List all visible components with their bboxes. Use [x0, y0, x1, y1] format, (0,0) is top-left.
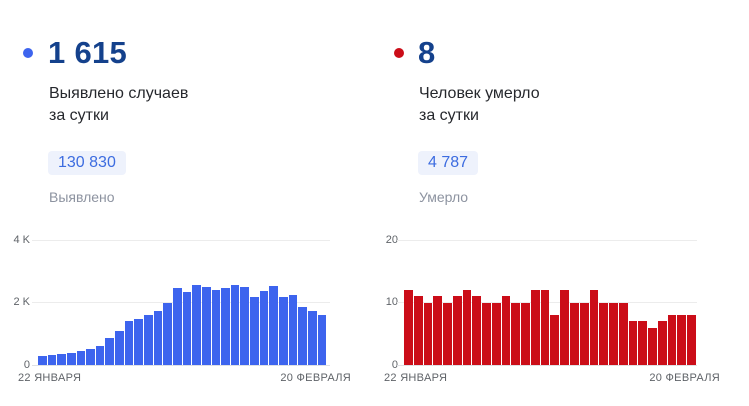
chart-bar[interactable] — [491, 302, 501, 365]
chart-bar[interactable] — [240, 286, 250, 365]
chart-bar[interactable] — [677, 315, 687, 365]
deaths-bars — [404, 240, 696, 365]
chart-bar[interactable] — [221, 288, 230, 365]
chart-bar[interactable] — [66, 352, 76, 365]
chart-bar[interactable] — [288, 295, 298, 365]
chart-bar[interactable] — [540, 290, 550, 365]
cases-xlabel-start: 22 ЯНВАРЯ — [18, 372, 82, 384]
deaths-ytick-mid: 10 — [385, 296, 398, 308]
cases-ytick-mid: 2 K — [13, 296, 30, 308]
cases-ytick-zero: 0 — [23, 359, 30, 371]
chart-bar[interactable] — [211, 290, 221, 365]
chart-bar[interactable] — [182, 291, 192, 365]
chart-bar[interactable] — [298, 306, 307, 365]
deaths-daily-label: Человек умерло за сутки — [419, 85, 540, 124]
deaths-chart: 20 10 0 22 ЯНВАРЯ 20 ФЕВРАЛЯ — [376, 234, 720, 385]
cases-total-label: Выявлено — [49, 189, 115, 205]
cases-daily-value: 1 615 — [48, 35, 128, 70]
cases-total-badge: 130 830 — [48, 151, 126, 175]
cases-dot-icon — [23, 48, 33, 58]
chart-bar[interactable] — [230, 284, 240, 365]
deaths-daily-value: 8 — [418, 35, 436, 70]
chart-bar[interactable] — [144, 315, 153, 365]
chart-bar[interactable] — [404, 290, 413, 365]
chart-bar[interactable] — [638, 321, 648, 365]
deaths-axis-baseline — [397, 365, 697, 366]
cases-chart: 4 K 2 K 0 22 ЯНВАРЯ 20 ФЕВРАЛЯ — [8, 234, 351, 385]
cases-xlabel-end: 20 ФЕВРАЛЯ — [280, 372, 351, 384]
chart-bar[interactable] — [482, 302, 491, 365]
chart-bar[interactable] — [687, 315, 696, 365]
chart-bar[interactable] — [599, 302, 609, 365]
deaths-total-label: Умерло — [419, 189, 469, 205]
chart-bar[interactable] — [86, 349, 95, 365]
deaths-gridline-top — [397, 240, 697, 241]
chart-bar[interactable] — [413, 296, 423, 365]
cases-ytick-max: 4 K — [13, 234, 30, 246]
chart-bar[interactable] — [628, 321, 638, 365]
chart-bar[interactable] — [279, 296, 288, 365]
chart-bar[interactable] — [124, 321, 134, 365]
chart-bar[interactable] — [443, 302, 452, 365]
chart-bar[interactable] — [550, 315, 560, 365]
chart-bar[interactable] — [47, 355, 57, 365]
chart-bar[interactable] — [115, 331, 124, 365]
chart-bar[interactable] — [560, 290, 570, 365]
chart-bar[interactable] — [570, 302, 579, 365]
chart-bar[interactable] — [452, 296, 462, 365]
chart-bar[interactable] — [250, 296, 259, 365]
chart-bar[interactable] — [667, 315, 677, 365]
chart-bar[interactable] — [472, 296, 482, 365]
chart-bar[interactable] — [105, 338, 115, 365]
cases-axis-baseline — [32, 365, 330, 366]
deaths-ytick-max: 20 — [385, 234, 398, 246]
cases-bars — [38, 240, 327, 365]
chart-bar[interactable] — [153, 311, 163, 365]
chart-bar[interactable] — [269, 285, 279, 365]
chart-bar[interactable] — [192, 284, 201, 365]
chart-bar[interactable] — [579, 302, 589, 365]
chart-bar[interactable] — [317, 314, 327, 365]
deaths-dot-icon — [394, 48, 404, 58]
chart-bar[interactable] — [95, 346, 105, 365]
chart-bar[interactable] — [423, 302, 433, 365]
chart-bar[interactable] — [172, 288, 182, 365]
chart-bar[interactable] — [589, 290, 599, 365]
chart-bar[interactable] — [57, 353, 66, 365]
chart-bar[interactable] — [511, 302, 521, 365]
chart-bar[interactable] — [530, 290, 540, 365]
chart-bar[interactable] — [76, 351, 86, 365]
chart-bar[interactable] — [618, 302, 628, 365]
chart-bar[interactable] — [38, 356, 47, 365]
chart-bar[interactable] — [501, 296, 511, 365]
chart-bar[interactable] — [163, 302, 172, 365]
chart-bar[interactable] — [259, 291, 269, 365]
deaths-xlabel-start: 22 ЯНВАРЯ — [384, 372, 448, 384]
cases-daily-label: Выявлено случаев за сутки — [49, 85, 189, 124]
deaths-ytick-zero: 0 — [391, 359, 398, 371]
chart-bar[interactable] — [462, 290, 472, 365]
deaths-xlabel-end: 20 ФЕВРАЛЯ — [649, 372, 720, 384]
cases-gridline-top — [32, 240, 330, 241]
chart-bar[interactable] — [521, 302, 530, 365]
deaths-total-badge: 4 787 — [418, 151, 479, 175]
chart-bar[interactable] — [609, 302, 618, 365]
chart-bar[interactable] — [657, 321, 667, 365]
chart-bar[interactable] — [201, 286, 211, 365]
chart-bar[interactable] — [648, 327, 657, 365]
chart-bar[interactable] — [134, 319, 144, 365]
chart-bar[interactable] — [307, 311, 317, 365]
chart-bar[interactable] — [433, 296, 443, 365]
